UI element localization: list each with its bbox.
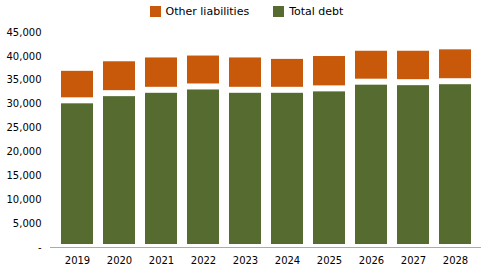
svg-text:2020: 2020 bbox=[107, 255, 132, 266]
svg-text:2025: 2025 bbox=[317, 255, 342, 266]
svg-text:25,000: 25,000 bbox=[7, 122, 42, 133]
html-text:Total debt: Total debt bbox=[289, 4, 344, 18]
svg-text:40,000: 40,000 bbox=[7, 51, 42, 62]
svg-text:-: - bbox=[38, 242, 42, 253]
svg-text:35,000: 35,000 bbox=[7, 74, 42, 85]
svg-text:30,000: 30,000 bbox=[7, 98, 42, 109]
svg-text:2021: 2021 bbox=[149, 255, 174, 266]
svg-text:2028: 2028 bbox=[443, 255, 468, 266]
svg-text:2019: 2019 bbox=[65, 255, 90, 266]
svg-text:2027: 2027 bbox=[401, 255, 426, 266]
html-text:Other liabilities: Other liabilities bbox=[165, 4, 250, 18]
svg-text:5,000: 5,000 bbox=[13, 218, 42, 229]
svg-text:2026: 2026 bbox=[359, 255, 384, 266]
svg-text:2024: 2024 bbox=[275, 255, 300, 266]
svg-text:10,000: 10,000 bbox=[7, 194, 42, 205]
svg-text:2023: 2023 bbox=[233, 255, 258, 266]
svg-text:45,000: 45,000 bbox=[7, 27, 42, 38]
svg-text:15,000: 15,000 bbox=[7, 170, 42, 181]
svg-text:20,000: 20,000 bbox=[7, 146, 42, 157]
svg-text:2022: 2022 bbox=[191, 255, 216, 266]
